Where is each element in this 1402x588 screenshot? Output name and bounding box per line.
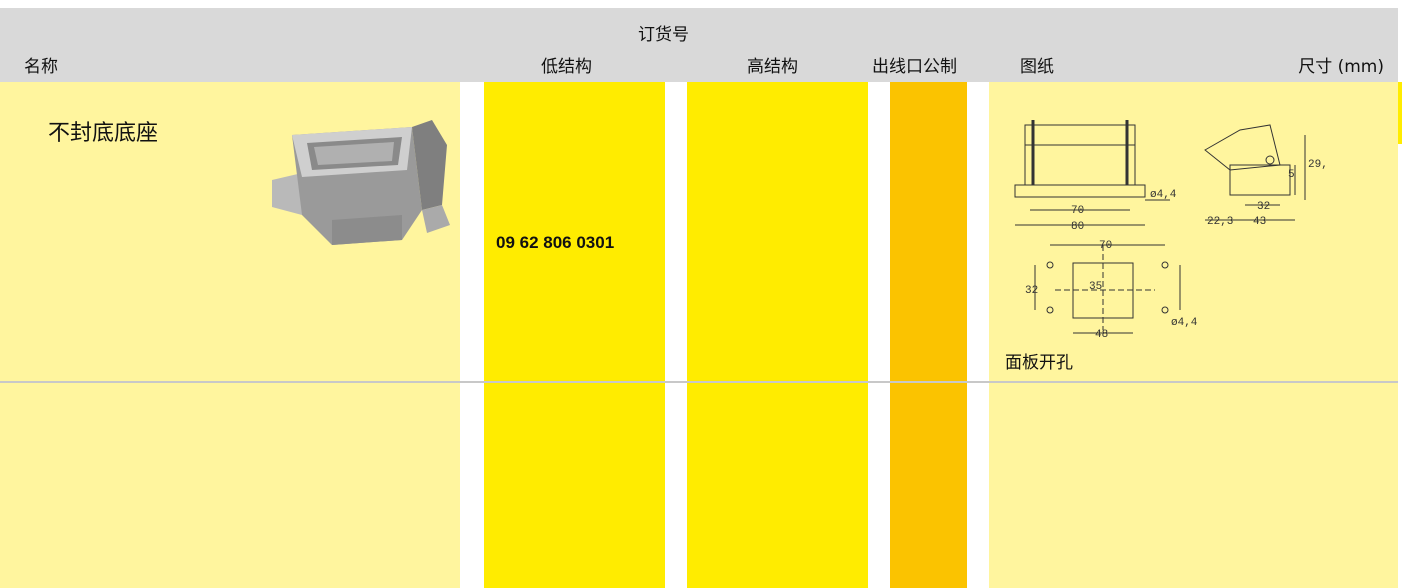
header-low: 低结构 [541, 57, 592, 77]
order-number: 09 62 806 0301 [496, 233, 615, 252]
header-high: 高结构 [747, 57, 798, 77]
dim-label: 70 [1071, 205, 1084, 217]
low-column [484, 82, 665, 588]
dim-label: ø4,4 [1171, 317, 1198, 329]
dim-label: 32 [1025, 285, 1038, 297]
header-band [0, 8, 1398, 82]
edge-tab [1398, 82, 1402, 144]
technical-drawing: ø4,4 70 80 22,3 43 32 5 29,2 70 32 35 ø4… [1014, 120, 1325, 341]
header-order-no: 订货号 [638, 25, 689, 45]
high-column [687, 82, 868, 588]
drawing-column [989, 82, 1398, 588]
header-drawing: 图纸 [1020, 57, 1054, 77]
header-outlet: 出线口公制 [872, 57, 957, 77]
dim-label: 80 [1071, 221, 1084, 233]
dim-label: 35 [1089, 281, 1102, 293]
dim-label: 48 [1095, 329, 1108, 341]
dim-label: 29,2 [1308, 159, 1325, 171]
drawing-note: 面板开孔 [1005, 353, 1073, 373]
header-name: 名称 [24, 57, 58, 77]
product-photo [272, 120, 450, 245]
dim-label: ø4,4 [1150, 189, 1177, 201]
row-divider [0, 381, 1398, 383]
dim-label: 5 [1288, 169, 1295, 181]
product-name: 不封底底座 [48, 121, 159, 146]
dim-label: 32 [1257, 201, 1270, 213]
outlet-column [890, 82, 967, 588]
dim-label: 22,3 [1207, 216, 1233, 228]
dim-label: 70 [1099, 240, 1112, 252]
header-dims: 尺寸 (mm) [1298, 57, 1384, 77]
dim-label: 43 [1253, 216, 1266, 228]
